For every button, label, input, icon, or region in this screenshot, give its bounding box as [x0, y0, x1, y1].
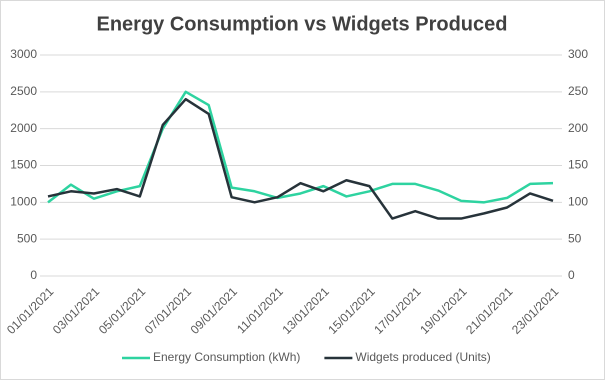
y-tick-label: 2000: [10, 121, 37, 135]
y-tick-label: 1000: [10, 195, 37, 209]
y-tick-label: 500: [17, 231, 37, 245]
y2-tick-label: 200: [568, 121, 588, 135]
legend-label: Energy Consumption (kWh): [153, 350, 300, 364]
y-tick-label: 2500: [10, 84, 37, 98]
y-tick-label: 3000: [10, 47, 37, 61]
y-tick-label: 0: [30, 268, 37, 282]
y-tick-label: 1500: [10, 158, 37, 172]
y2-tick-label: 150: [568, 158, 588, 172]
y2-tick-label: 250: [568, 84, 588, 98]
y2-tick-label: 100: [568, 195, 588, 209]
series-line: [47, 90, 554, 204]
chart-title: Energy Consumption vs Widgets Produced: [97, 13, 508, 35]
y2-tick-label: 300: [568, 47, 588, 61]
y2-tick-label: 0: [568, 268, 575, 282]
series-line: [47, 97, 554, 220]
legend-label: Widgets produced (Units): [355, 350, 490, 364]
y2-tick-label: 50: [568, 231, 582, 245]
